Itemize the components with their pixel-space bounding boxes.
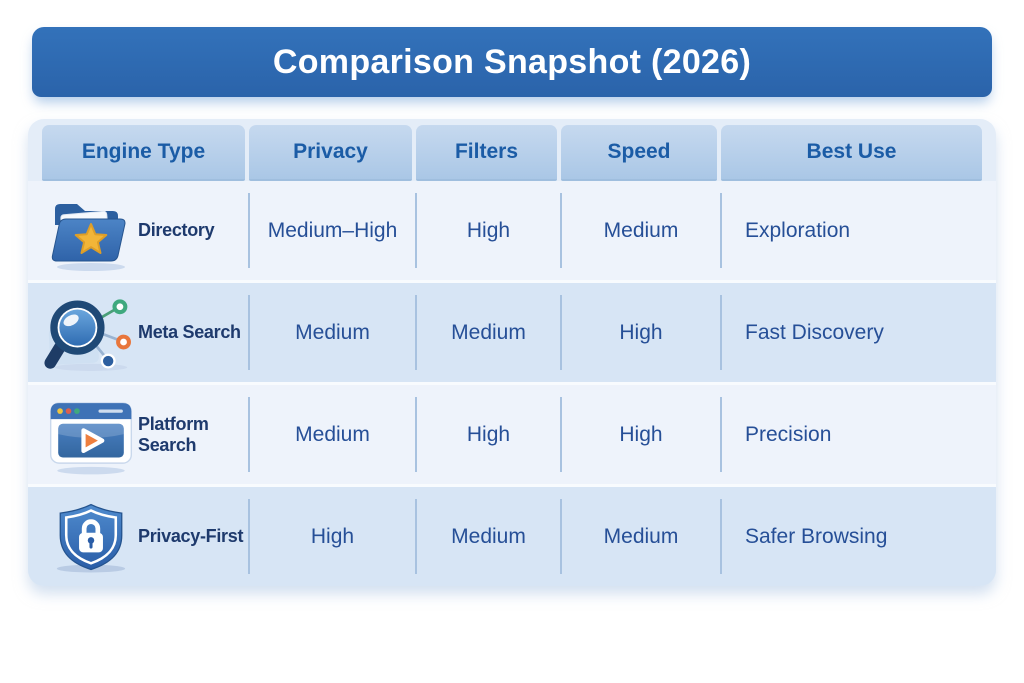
table-row: Meta Search Medium Medium High Fast Disc… <box>28 280 996 382</box>
table-header-row: Engine Type Privacy Filters Speed Best U… <box>42 125 982 181</box>
browser-video-icon <box>44 394 138 476</box>
engine-label: Platform Search <box>138 413 209 455</box>
cell-engine-meta-search: Meta Search <box>42 283 249 382</box>
cell-filters: Medium <box>415 283 561 382</box>
table-row: Directory Medium–High High Medium Explor… <box>28 181 996 280</box>
cell-privacy: Medium <box>248 283 416 382</box>
engine-label: Privacy-First <box>138 526 244 547</box>
cell-privacy: Medium <box>248 385 416 484</box>
title-banner: Comparison Snapshot (2026) <box>32 27 992 97</box>
column-header-engine-type: Engine Type <box>42 125 249 181</box>
shield-lock-icon <box>44 496 138 578</box>
cell-privacy: Medium–High <box>248 181 416 280</box>
cell-filters: Medium <box>415 487 561 586</box>
cell-engine-privacy-first: Privacy-First <box>42 487 249 586</box>
column-header-best-use: Best Use <box>721 125 982 181</box>
cell-best-use: Precision <box>720 385 982 484</box>
cell-engine-directory: Directory <box>42 181 249 280</box>
column-header-filters: Filters <box>416 125 561 181</box>
cell-best-use: Fast Discovery <box>720 283 982 382</box>
column-header-speed: Speed <box>561 125 721 181</box>
column-header-privacy: Privacy <box>249 125 416 181</box>
cell-speed: Medium <box>560 487 721 586</box>
meta-search-network-icon <box>44 291 138 375</box>
cell-best-use: Safer Browsing <box>720 487 982 586</box>
cell-speed: High <box>560 385 721 484</box>
table-row: Platform Search Medium High High Precisi… <box>28 382 996 484</box>
cell-speed: High <box>560 283 721 382</box>
cell-engine-platform-search: Platform Search <box>42 385 249 484</box>
folder-star-icon <box>44 191 138 271</box>
table-row: Privacy-First High Medium Medium Safer B… <box>28 484 996 586</box>
engine-label: Meta Search <box>138 322 241 343</box>
cell-best-use: Exploration <box>720 181 982 280</box>
cell-speed: Medium <box>560 181 721 280</box>
comparison-table: Engine Type Privacy Filters Speed Best U… <box>28 119 996 586</box>
cell-privacy: High <box>248 487 416 586</box>
cell-filters: High <box>415 385 561 484</box>
cell-filters: High <box>415 181 561 280</box>
page-title: Comparison Snapshot (2026) <box>272 42 752 81</box>
engine-label: Directory <box>138 220 215 241</box>
